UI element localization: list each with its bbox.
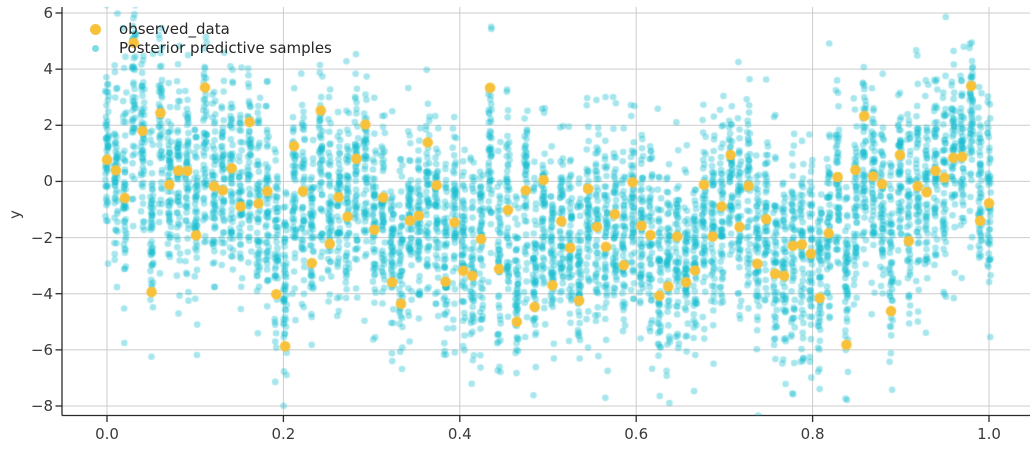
x-tick-label: 1.0 xyxy=(977,425,1001,443)
legend-marker-box xyxy=(88,44,102,52)
y-tick-label: −4 xyxy=(30,284,53,303)
x-tick-label: 0.2 xyxy=(271,425,296,443)
y-tick-label: −8 xyxy=(30,396,53,415)
posterior-samples-marker-icon xyxy=(91,44,99,52)
y-tick-label: 2 xyxy=(43,116,53,135)
legend-marker-box xyxy=(88,23,102,35)
x-tick-label: 0.6 xyxy=(624,425,649,443)
y-tick-label: 0 xyxy=(43,172,53,191)
y-tick-label: −2 xyxy=(30,228,53,247)
y-axis-label: y xyxy=(6,209,24,219)
legend: observed_data Posterior predictive sampl… xyxy=(88,20,332,57)
y-tick-label: 4 xyxy=(43,60,53,79)
x-tick-label: 0.8 xyxy=(800,425,825,443)
legend-item-observed-data: observed_data xyxy=(88,20,332,38)
y-tick-label: 6 xyxy=(43,4,53,22)
y-tick-label: −6 xyxy=(30,340,53,359)
observed-data-marker-icon xyxy=(89,23,101,35)
legend-label-posterior-samples: Posterior predictive samples xyxy=(119,39,332,57)
x-tick-label: 0.4 xyxy=(447,425,472,443)
legend-label-observed-data: observed_data xyxy=(119,20,230,38)
x-tick-label: 0.0 xyxy=(95,425,119,443)
legend-item-posterior-samples: Posterior predictive samples xyxy=(88,39,332,57)
